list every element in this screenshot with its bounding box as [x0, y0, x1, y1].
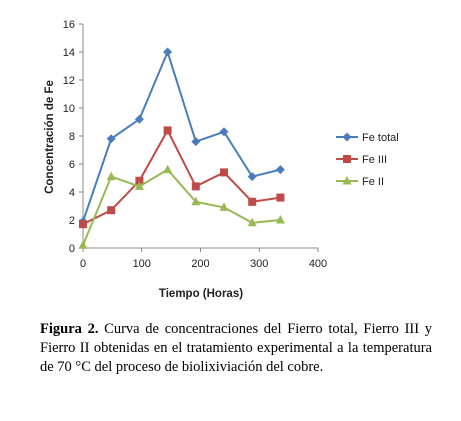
x-ticks: 0 100 200 300 400 [80, 248, 327, 270]
series-fe-iii [79, 126, 285, 229]
y-tick-label: 14 [63, 47, 75, 59]
data-point-fe-total [106, 134, 116, 144]
y-tick-label: 6 [69, 159, 75, 171]
caption-text: Curva de concentraciones del Fierro tota… [40, 321, 433, 375]
legend-entry-fe-ii: Fe II [336, 176, 384, 188]
figure-caption: Figura 2. Curva de concentraciones del F… [40, 320, 432, 377]
legend-label: Fe III [362, 154, 387, 166]
y-ticks: 0 2 4 6 8 10 12 14 16 [63, 19, 83, 255]
data-point-fe-iii [135, 176, 144, 185]
chart-axes [82, 24, 318, 249]
series-line-fe-iii [82, 128, 281, 226]
data-point-fe-ii [247, 217, 257, 227]
x-axis-title: Tiempo (Horas) [159, 288, 243, 300]
y-tick-label: 10 [63, 103, 75, 115]
legend-label: Fe II [362, 176, 384, 188]
legend-swatch-marker [343, 155, 351, 163]
chart-series [78, 47, 285, 249]
y-axis-title: Concentración de Fe [44, 80, 56, 194]
y-tick-label: 2 [69, 215, 75, 227]
data-point-fe-ii [78, 240, 88, 249]
y-tick-label: 8 [69, 131, 75, 143]
legend-entry-fe-iii: Fe III [336, 154, 387, 166]
data-point-fe-ii [163, 164, 173, 174]
data-point-fe-iii [79, 220, 87, 229]
legend: Fe total Fe III Fe II [336, 132, 399, 188]
caption-label: Figura 2. [40, 321, 99, 337]
data-point-fe-ii [275, 215, 285, 224]
series-line-fe-total [82, 49, 281, 222]
legend-entry-fe-total: Fe total [336, 132, 399, 144]
legend-swatch-marker [342, 176, 352, 185]
x-tick-label: 0 [80, 258, 86, 270]
data-point-fe-total [219, 127, 229, 137]
x-tick-label: 100 [133, 258, 151, 270]
x-tick-label: 300 [250, 258, 268, 270]
y-tick-label: 0 [69, 243, 75, 255]
y-tick-label: 16 [63, 19, 75, 31]
data-point-fe-iii [191, 182, 200, 191]
data-point-fe-iii [163, 126, 172, 135]
legend-label: Fe total [362, 132, 399, 144]
data-point-fe-ii [106, 171, 116, 181]
data-point-fe-iii [276, 193, 285, 202]
data-point-fe-ii [134, 181, 144, 190]
legend-swatch-marker [342, 132, 352, 142]
data-point-fe-total [163, 47, 173, 57]
y-tick-label: 4 [69, 187, 75, 199]
data-point-fe-iii [107, 206, 116, 215]
data-point-fe-total [134, 114, 144, 124]
data-point-fe-iii [248, 197, 257, 206]
data-point-fe-ii [191, 196, 201, 206]
data-point-fe-total [191, 137, 201, 147]
data-point-fe-total [275, 165, 285, 175]
x-tick-label: 200 [191, 258, 209, 270]
series-fe-total [78, 47, 285, 226]
line-chart: 0 2 4 6 8 10 12 14 16 0 100 200 300 400 Fe total Fe I… [44, 19, 399, 300]
data-point-fe-ii [219, 202, 229, 211]
data-point-fe-total [247, 172, 257, 182]
x-tick-label: 400 [309, 258, 327, 270]
y-tick-label: 12 [63, 75, 75, 87]
data-point-fe-iii [220, 168, 228, 177]
series-fe-ii [78, 164, 285, 249]
series-line-fe-ii [82, 168, 281, 246]
